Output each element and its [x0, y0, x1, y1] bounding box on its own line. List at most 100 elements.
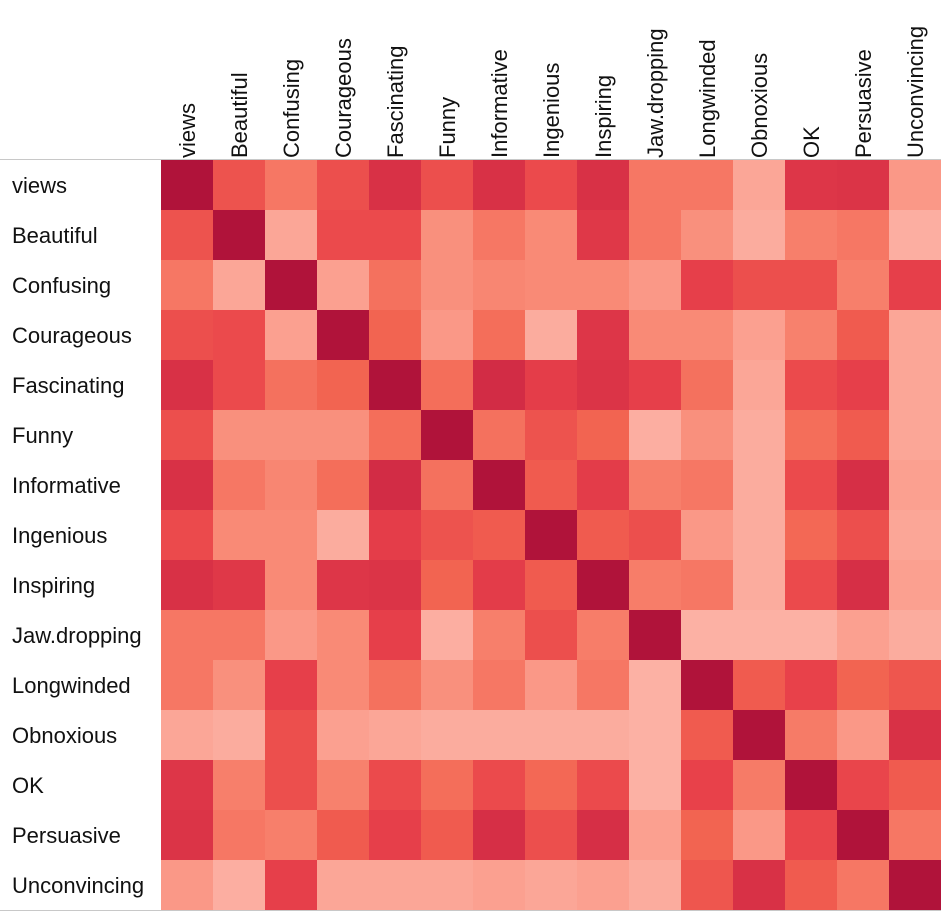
cell-longwinded-inspiring	[577, 660, 629, 710]
cell-courageous-views	[161, 310, 213, 360]
cell-longwinded-jaw-dropping	[629, 660, 681, 710]
cell-courageous-fascinating	[369, 310, 421, 360]
row-labels: views Beautiful Confusing Courageous Fascina…	[12, 173, 144, 898]
cell-confusing-courageous	[317, 260, 369, 310]
cell-courageous-courageous	[317, 310, 369, 360]
cell-ingenious-fascinating	[369, 510, 421, 560]
cell-jaw-dropping-inspiring	[577, 610, 629, 660]
col-label-ingenious: Ingenious	[539, 63, 564, 158]
cell-jaw-dropping-confusing	[265, 610, 317, 660]
cell-inspiring-views	[161, 560, 213, 610]
cell-obnoxious-obnoxious	[733, 710, 785, 760]
cell-persuasive-fascinating	[369, 810, 421, 860]
cell-views-courageous	[317, 160, 369, 210]
cell-courageous-ok	[785, 310, 837, 360]
cell-obnoxious-inspiring	[577, 710, 629, 760]
row-label-beautiful: Beautiful	[12, 223, 98, 248]
cell-persuasive-persuasive	[837, 810, 889, 860]
cell-views-beautiful	[213, 160, 265, 210]
cell-views-inspiring	[577, 160, 629, 210]
cell-funny-obnoxious	[733, 410, 785, 460]
cell-unconvincing-persuasive	[837, 860, 889, 910]
cell-fascinating-persuasive	[837, 360, 889, 410]
cell-courageous-informative	[473, 310, 525, 360]
cell-funny-longwinded	[681, 410, 733, 460]
cell-courageous-inspiring	[577, 310, 629, 360]
cell-jaw-dropping-ingenious	[525, 610, 577, 660]
cell-persuasive-courageous	[317, 810, 369, 860]
cell-ingenious-unconvincing	[889, 510, 941, 560]
cell-longwinded-ingenious	[525, 660, 577, 710]
cell-ingenious-obnoxious	[733, 510, 785, 560]
cell-confusing-persuasive	[837, 260, 889, 310]
row-label-longwinded: Longwinded	[12, 673, 131, 698]
cell-ok-confusing	[265, 760, 317, 810]
cell-ok-courageous	[317, 760, 369, 810]
cell-unconvincing-beautiful	[213, 860, 265, 910]
cell-confusing-ok	[785, 260, 837, 310]
cell-unconvincing-confusing	[265, 860, 317, 910]
cell-courageous-unconvincing	[889, 310, 941, 360]
cell-funny-ingenious	[525, 410, 577, 460]
cell-fascinating-ingenious	[525, 360, 577, 410]
cell-fascinating-obnoxious	[733, 360, 785, 410]
cell-ok-persuasive	[837, 760, 889, 810]
cell-jaw-dropping-views	[161, 610, 213, 660]
cell-confusing-funny	[421, 260, 473, 310]
cell-beautiful-informative	[473, 210, 525, 260]
cell-ok-jaw-dropping	[629, 760, 681, 810]
cell-unconvincing-funny	[421, 860, 473, 910]
cell-views-longwinded	[681, 160, 733, 210]
col-label-courageous: Courageous	[331, 38, 356, 158]
cell-inspiring-ok	[785, 560, 837, 610]
cell-ok-views	[161, 760, 213, 810]
cell-unconvincing-informative	[473, 860, 525, 910]
cell-persuasive-inspiring	[577, 810, 629, 860]
cell-jaw-dropping-longwinded	[681, 610, 733, 660]
cell-confusing-ingenious	[525, 260, 577, 310]
cell-views-ok	[785, 160, 837, 210]
cell-persuasive-jaw-dropping	[629, 810, 681, 860]
cell-views-persuasive	[837, 160, 889, 210]
cell-ingenious-informative	[473, 510, 525, 560]
cell-inspiring-jaw-dropping	[629, 560, 681, 610]
cell-courageous-obnoxious	[733, 310, 785, 360]
cell-unconvincing-unconvincing	[889, 860, 941, 910]
cell-longwinded-informative	[473, 660, 525, 710]
cell-beautiful-ok	[785, 210, 837, 260]
cell-beautiful-confusing	[265, 210, 317, 260]
col-label-fascinating: Fascinating	[383, 45, 408, 158]
cell-views-obnoxious	[733, 160, 785, 210]
cell-confusing-informative	[473, 260, 525, 310]
cell-ingenious-views	[161, 510, 213, 560]
cell-inspiring-informative	[473, 560, 525, 610]
cell-longwinded-persuasive	[837, 660, 889, 710]
row-label-ingenious: Ingenious	[12, 523, 107, 548]
cell-jaw-dropping-fascinating	[369, 610, 421, 660]
row-label-funny: Funny	[12, 423, 73, 448]
cell-longwinded-ok	[785, 660, 837, 710]
cell-inspiring-beautiful	[213, 560, 265, 610]
cell-jaw-dropping-unconvincing	[889, 610, 941, 660]
cell-jaw-dropping-courageous	[317, 610, 369, 660]
cell-informative-jaw-dropping	[629, 460, 681, 510]
cell-jaw-dropping-funny	[421, 610, 473, 660]
cell-informative-funny	[421, 460, 473, 510]
cell-ingenious-ok	[785, 510, 837, 560]
cell-jaw-dropping-jaw-dropping	[629, 610, 681, 660]
cell-ingenious-persuasive	[837, 510, 889, 560]
cell-courageous-persuasive	[837, 310, 889, 360]
cell-informative-fascinating	[369, 460, 421, 510]
cell-informative-beautiful	[213, 460, 265, 510]
cell-inspiring-confusing	[265, 560, 317, 610]
cell-courageous-longwinded	[681, 310, 733, 360]
cell-ingenious-longwinded	[681, 510, 733, 560]
cell-informative-informative	[473, 460, 525, 510]
cell-jaw-dropping-persuasive	[837, 610, 889, 660]
cell-inspiring-inspiring	[577, 560, 629, 610]
cell-funny-persuasive	[837, 410, 889, 460]
cell-funny-informative	[473, 410, 525, 460]
cell-ok-ok	[785, 760, 837, 810]
cell-longwinded-courageous	[317, 660, 369, 710]
cell-persuasive-obnoxious	[733, 810, 785, 860]
